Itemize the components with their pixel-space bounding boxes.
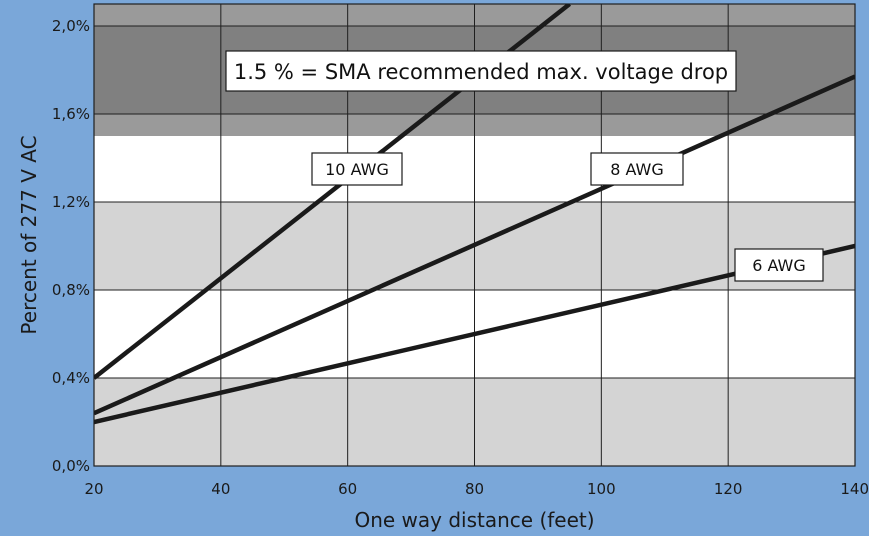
series-label-3: 6 AWG (752, 256, 806, 275)
x-tick-label-1: 40 (211, 480, 230, 498)
y-tick-label-3: 1,2% (52, 193, 90, 211)
y-tick-label-4: 1,6% (52, 105, 90, 123)
y-tick-label-0: 0,0% (52, 457, 90, 475)
series-labels: 10 AWG 8 AWG 6 AWG (311, 152, 824, 282)
x-tick-label-5: 120 (714, 480, 743, 498)
annotation-text: 1.5 % = SMA recommended max. voltage dro… (234, 60, 728, 84)
x-tick-label-3: 80 (465, 480, 484, 498)
series-line-2 (94, 74, 855, 416)
plot-border (93, 3, 856, 467)
x-tick-label-0: 20 (84, 480, 103, 498)
y-tick-label-1: 0,4% (52, 369, 90, 387)
y-tick-label-2: 0,8% (52, 281, 90, 299)
series-label-box-2 (590, 152, 684, 186)
series-label-1: 10 AWG (325, 160, 389, 179)
series-label-2: 8 AWG (610, 160, 664, 179)
x-tick-label-4: 100 (587, 480, 616, 498)
y-axis-title: Percent of 277 V AC (17, 135, 41, 334)
series-line-3 (94, 243, 855, 425)
tick-labels: 0,0% 0,4% 0,8% 1,2% 1,6% 2,0% 20 40 60 80 100 120 14… (52, 17, 869, 498)
annotation-box (225, 50, 737, 92)
x-axis-title: One way distance (feet) (354, 508, 594, 532)
annotation-group: 1.5 % = SMA recommended max. voltage dro… (225, 50, 737, 92)
x-tick-label-2: 60 (338, 480, 357, 498)
series-label-box-3 (734, 248, 824, 282)
y-tick-label-5: 2,0% (52, 17, 90, 35)
series-label-box-1 (311, 152, 403, 186)
x-tick-label-6: 140 (840, 480, 869, 498)
axis-titles: One way distance (feet) Percent of 277 V … (17, 135, 595, 532)
grid-lines (93, 3, 856, 467)
